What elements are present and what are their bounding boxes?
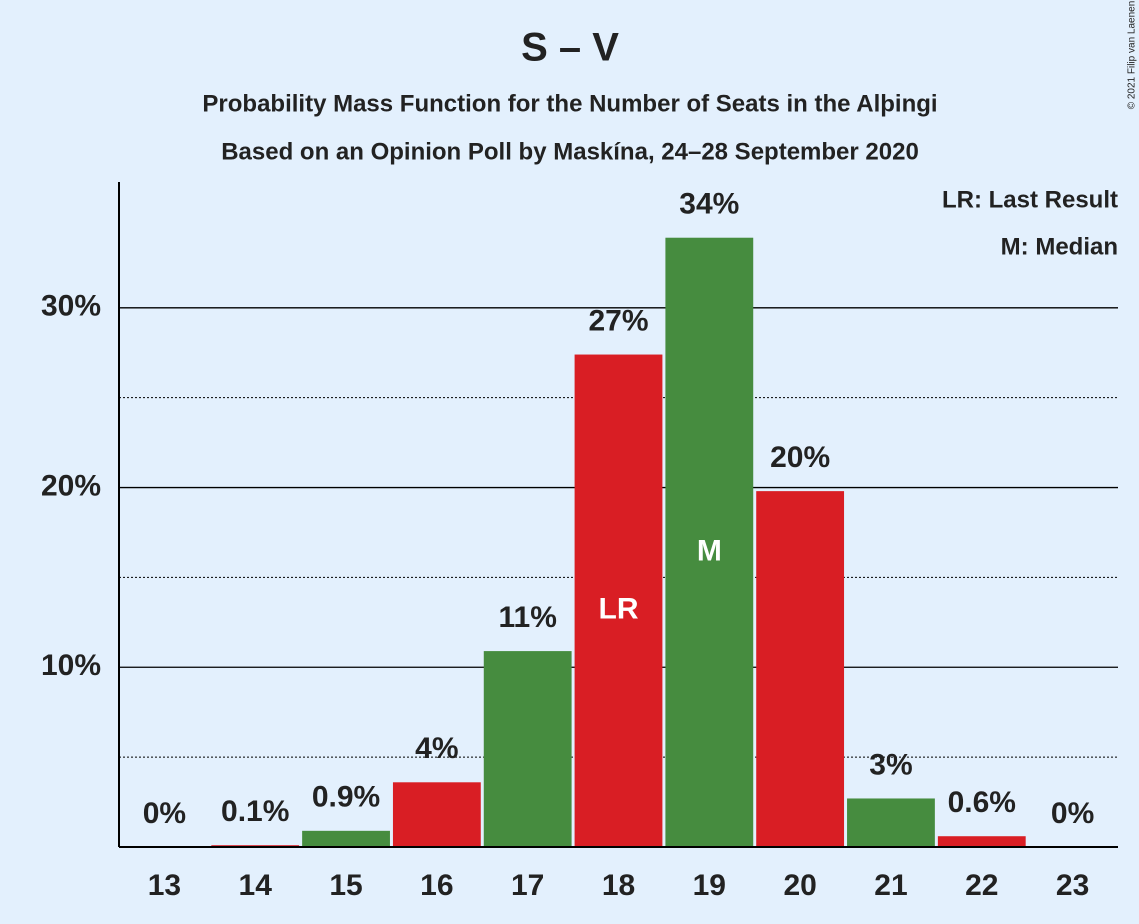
data-label: 0% [143,797,186,830]
data-label: 0.9% [312,781,380,814]
x-tick-label: 21 [874,869,907,902]
x-tick-label: 13 [148,869,181,902]
data-label: 0.1% [221,795,289,828]
chart-subtitle: Probability Mass Function for the Number… [202,90,937,117]
data-label: 0% [1051,797,1094,830]
bar [756,491,845,847]
bar [574,354,663,847]
y-tick-label: 20% [41,469,101,502]
bar [937,836,1026,847]
x-tick-label: 15 [329,869,362,902]
x-tick-label: 19 [693,869,726,902]
legend-entry: M: Median [1001,233,1118,260]
x-tick-label: 18 [602,869,635,902]
x-tick-label: 23 [1056,869,1089,902]
data-label: 4% [415,732,458,765]
bar [483,651,572,847]
chart-subtitle: Based on an Opinion Poll by Maskína, 24–… [221,138,919,165]
bar [847,798,935,847]
x-tick-label: 22 [965,869,998,902]
x-tick-label: 16 [420,869,453,902]
data-label: 27% [588,304,648,337]
x-tick-label: 20 [783,869,816,902]
bar [665,237,754,848]
bar-annotation: M [697,534,722,567]
chart-title: S – V [521,26,619,70]
bar [302,830,390,847]
data-label: 3% [869,748,912,781]
data-label: 11% [498,601,556,634]
y-tick-label: 10% [41,649,101,682]
bar-annotation: LR [599,593,639,626]
x-tick-label: 17 [511,869,544,902]
copyright: © 2021 Filip van Laenen [1127,1,1138,110]
x-tick-label: 14 [239,869,273,902]
data-label: 34% [679,188,739,221]
y-tick-label: 30% [41,290,101,323]
bar [392,782,481,847]
legend-entry: LR: Last Result [942,186,1118,213]
data-label: 20% [770,441,830,474]
data-label: 0.6% [948,786,1016,819]
